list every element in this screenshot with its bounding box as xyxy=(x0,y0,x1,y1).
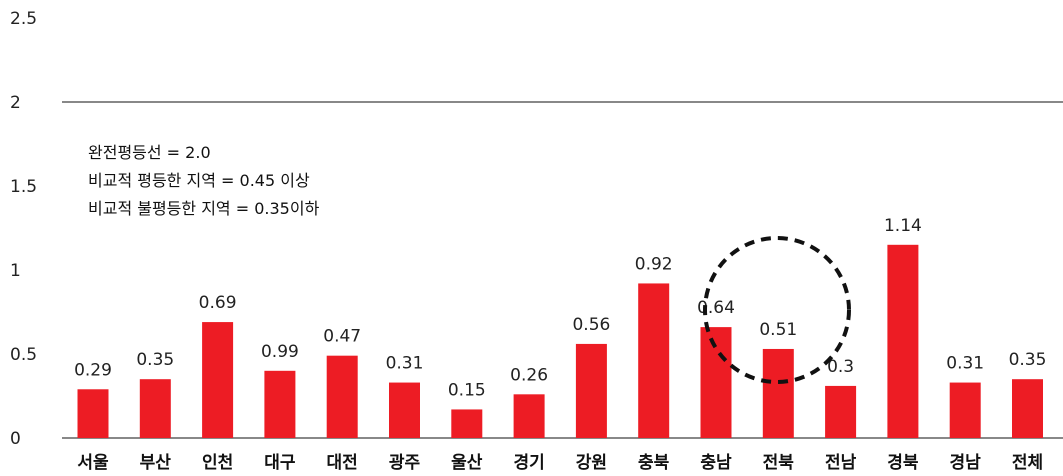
annotation-relatively-equal: 비교적 평등한 지역 = 0.45 이상 xyxy=(88,171,310,190)
data-label: 0.31 xyxy=(946,354,984,374)
bar xyxy=(513,394,545,438)
x-category-label: 경기 xyxy=(513,453,544,473)
data-label: 1.14 xyxy=(884,216,922,236)
x-category-label: 부산 xyxy=(140,453,172,473)
bar xyxy=(326,355,358,438)
data-label: 0.15 xyxy=(448,380,486,400)
x-category-label: 광주 xyxy=(389,453,421,473)
y-tick-label: 1 xyxy=(10,261,21,281)
data-label: 0.69 xyxy=(199,293,237,313)
bar xyxy=(389,382,420,438)
data-label: 0.26 xyxy=(510,365,548,385)
x-category-label: 전체 xyxy=(1012,453,1043,473)
x-category-label: 울산 xyxy=(451,453,483,473)
x-category-label: 전북 xyxy=(763,453,795,473)
data-label: 0.35 xyxy=(1009,350,1047,370)
bar xyxy=(202,322,234,438)
x-axis-categories: 서울 부산 인천 대구 대전 광주 울산 경기 강원 충북 충남 전북 전남 경북 경남 전체 xyxy=(77,453,1043,473)
annotation-complete-equality: 완전평등선 = 2.0 xyxy=(88,143,211,162)
y-tick-label: 2.5 xyxy=(10,9,37,29)
x-category-label: 전남 xyxy=(825,453,857,473)
x-category-label: 충북 xyxy=(638,453,670,473)
x-category-label: 경북 xyxy=(887,453,919,473)
x-category-label: 대구 xyxy=(264,453,296,473)
x-category-label: 충남 xyxy=(700,453,732,473)
data-label: 0.64 xyxy=(697,298,735,318)
bar xyxy=(638,283,670,438)
x-category-label: 서울 xyxy=(77,453,109,473)
bar xyxy=(825,385,857,438)
data-label: 0.92 xyxy=(635,254,673,274)
x-category-label: 인천 xyxy=(202,453,233,473)
data-label: 0.56 xyxy=(572,315,610,335)
data-label: 0.51 xyxy=(759,320,797,340)
data-label: 0.35 xyxy=(136,350,174,370)
bar xyxy=(1012,379,1043,438)
bar xyxy=(77,389,109,438)
y-tick-label: 0.5 xyxy=(10,345,37,365)
bar xyxy=(575,343,607,438)
annotation-relatively-unequal: 비교적 불평등한 지역 = 0.35이하 xyxy=(88,199,320,218)
x-category-label: 경남 xyxy=(950,453,982,473)
highlight-dashed-circle xyxy=(703,236,851,384)
bar xyxy=(264,370,296,438)
bar xyxy=(451,409,483,438)
bar xyxy=(762,348,794,438)
y-tick-label: 2 xyxy=(10,93,21,113)
bars xyxy=(77,244,1043,438)
y-tick-label: 1.5 xyxy=(10,177,37,197)
x-category-label: 대전 xyxy=(327,453,358,473)
data-label: 0.47 xyxy=(323,327,361,347)
data-label: 0.31 xyxy=(386,354,424,374)
y-tick-label: 0 xyxy=(10,429,21,449)
data-labels: 0.29 0.35 0.69 0.99 0.47 0.31 0.15 0.26 0.56 0.92… xyxy=(74,216,1046,401)
data-label: 0.29 xyxy=(74,360,112,380)
annotation-notes: 완전평등선 = 2.0 비교적 평등한 지역 = 0.45 이상 비교적 불평등… xyxy=(88,143,320,218)
bar xyxy=(700,327,732,438)
bar xyxy=(949,382,981,438)
bar xyxy=(139,379,171,438)
bar xyxy=(887,244,919,438)
y-axis-ticks: 0 0.5 1 1.5 2 2.5 xyxy=(10,9,37,449)
data-label: 0.3 xyxy=(827,357,854,377)
x-category-label: 강원 xyxy=(576,453,607,473)
data-label: 0.99 xyxy=(261,342,299,362)
